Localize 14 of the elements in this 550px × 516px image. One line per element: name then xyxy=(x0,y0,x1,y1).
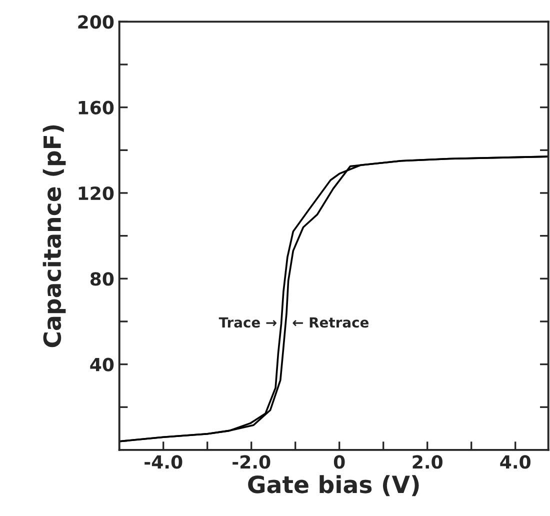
y-tick-label: 200 xyxy=(78,15,114,29)
x-tick-label: -4.0 xyxy=(144,455,182,469)
x-tick-label: 0 xyxy=(334,455,345,469)
annotation: ← Retrace xyxy=(292,317,369,328)
y-tick-label: 40 xyxy=(90,358,114,372)
x-tick-label: 4.0 xyxy=(500,455,530,469)
y-tick-label: 80 xyxy=(90,272,114,286)
x-axis-title: Gate bias (V) xyxy=(248,475,419,496)
y-axis-title: Capacitance (pF) xyxy=(42,125,66,348)
y-tick-label: 160 xyxy=(78,100,114,114)
x-tick-label: 2.0 xyxy=(412,455,442,469)
x-tick-label: -2.0 xyxy=(232,455,270,469)
y-tick-label: 120 xyxy=(78,186,114,200)
annotation: Trace → xyxy=(218,317,276,328)
